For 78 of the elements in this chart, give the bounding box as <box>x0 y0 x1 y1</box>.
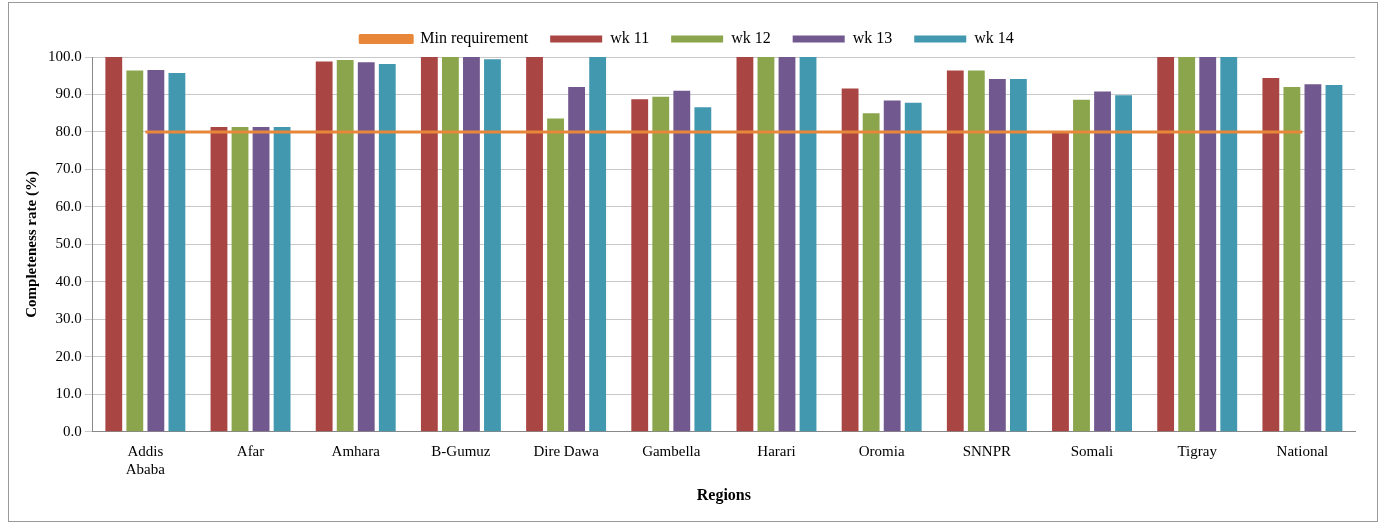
bar <box>1073 99 1090 432</box>
bar <box>1157 57 1175 432</box>
bar <box>1283 86 1301 432</box>
bar <box>652 96 670 432</box>
y-tick-label: 100.0 <box>48 47 82 64</box>
legend-label: wk 13 <box>852 29 893 47</box>
y-tick-label: 40.0 <box>55 272 82 289</box>
bar <box>1304 84 1322 432</box>
y-tick-label: 70.0 <box>55 160 82 177</box>
bar <box>105 57 123 432</box>
bar <box>336 60 354 432</box>
bar <box>1220 57 1238 432</box>
bar <box>967 70 985 432</box>
legend-label: wk 12 <box>731 29 771 47</box>
x-tick-label: Gambella <box>642 442 701 459</box>
x-tick-label: National <box>1276 442 1329 459</box>
x-tick-label: Dire Dawa <box>533 442 600 459</box>
x-tick-label: Somali <box>1070 442 1114 459</box>
bar <box>357 62 375 432</box>
bar <box>252 127 270 432</box>
legend-label: wk 14 <box>974 29 1014 47</box>
y-tick-label: 30.0 <box>55 310 82 327</box>
bar <box>904 102 922 432</box>
bar <box>210 127 228 432</box>
bar <box>841 88 859 432</box>
bar <box>589 57 607 432</box>
bar <box>862 113 880 432</box>
y-axis-title: Completeness rate (%) <box>22 171 40 318</box>
x-tick-label: Tigray <box>1177 442 1218 459</box>
bar <box>526 57 543 432</box>
bar <box>168 73 186 432</box>
bar <box>988 79 1006 432</box>
bar <box>1199 57 1217 432</box>
bar <box>631 99 649 432</box>
y-tick-label: 80.0 <box>55 122 82 139</box>
bar <box>946 70 964 432</box>
bar <box>378 64 396 432</box>
x-axis-title: Regions <box>696 485 751 504</box>
bar <box>883 100 901 432</box>
bar <box>463 57 480 432</box>
bar <box>441 57 459 432</box>
bar <box>1009 79 1027 432</box>
legend-label: Min requirement <box>420 29 529 48</box>
bar <box>420 57 438 432</box>
bar <box>694 107 712 432</box>
bar <box>273 127 291 432</box>
legend-label: wk 11 <box>610 29 650 47</box>
bar <box>547 118 564 432</box>
y-tick-label: 0.0 <box>63 422 82 439</box>
y-tick-label: 60.0 <box>55 197 82 214</box>
bar <box>231 127 249 432</box>
bar <box>1325 85 1343 432</box>
x-tick-label: Afar <box>236 442 265 459</box>
y-tick-label: 20.0 <box>55 347 82 364</box>
bar <box>778 57 796 432</box>
bar <box>673 90 691 432</box>
x-tick-label: B-Gumuz <box>431 442 491 459</box>
bar <box>315 61 333 432</box>
x-tick-label: Harari <box>757 442 796 459</box>
x-tick-label: SNNPR <box>962 442 1012 459</box>
bar <box>1094 91 1111 432</box>
bar <box>1052 133 1069 432</box>
x-tick-label: Amhara <box>331 442 381 459</box>
bar <box>799 57 817 432</box>
y-tick-label: 10.0 <box>55 385 82 402</box>
bar <box>1178 57 1196 432</box>
x-tick-label: Oromia <box>858 442 905 459</box>
bar <box>568 86 586 432</box>
x-tick-label: Addis Ababa <box>125 442 166 477</box>
bar <box>736 57 754 432</box>
bar <box>147 70 165 432</box>
bar <box>1115 95 1132 432</box>
y-tick-label: 90.0 <box>55 85 82 102</box>
bar <box>1262 77 1280 432</box>
bar <box>484 59 501 432</box>
bar <box>126 70 144 432</box>
y-tick-label: 50.0 <box>55 235 82 252</box>
bar <box>757 57 775 432</box>
